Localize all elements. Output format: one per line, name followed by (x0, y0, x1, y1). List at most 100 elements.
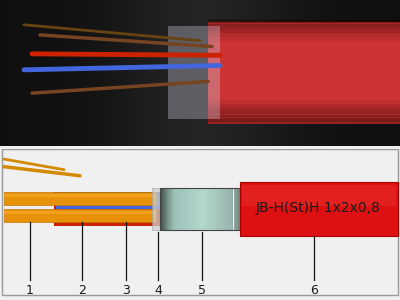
Text: 5: 5 (198, 284, 206, 297)
Bar (228, 188, 229, 230)
Bar (225, 188, 226, 230)
Bar (372, 0, 376, 146)
Bar (212, 0, 216, 146)
Bar (160, 0, 164, 146)
Bar (218, 188, 219, 230)
Bar (208, 119, 400, 122)
Bar (231, 188, 232, 230)
Bar (208, 110, 400, 113)
Bar (384, 0, 388, 146)
Bar (54, 199, 162, 201)
Bar (177, 188, 178, 230)
Bar (210, 188, 212, 230)
Bar (312, 0, 316, 146)
Bar (32, 0, 36, 146)
Bar (234, 188, 236, 230)
Bar (160, 188, 161, 230)
Bar (54, 211, 162, 212)
Bar (256, 0, 260, 146)
Bar (201, 188, 202, 230)
Bar (208, 38, 400, 40)
Bar (208, 36, 400, 39)
Bar (208, 115, 400, 117)
Bar (172, 188, 173, 230)
Bar (192, 0, 196, 146)
Bar (241, 188, 242, 230)
Bar (243, 188, 244, 230)
Bar (368, 0, 372, 146)
Bar (364, 0, 368, 146)
Bar (116, 0, 120, 146)
Bar (208, 30, 400, 33)
Bar (208, 39, 400, 42)
Bar (76, 0, 80, 146)
Bar (208, 188, 209, 230)
Bar (176, 188, 177, 230)
Text: 1: 1 (26, 284, 34, 297)
Bar (300, 0, 304, 146)
Bar (208, 113, 400, 116)
Bar (340, 0, 344, 146)
Bar (260, 0, 264, 146)
Bar (328, 0, 332, 146)
Bar (148, 0, 152, 146)
Bar (240, 188, 241, 230)
Bar (208, 41, 400, 44)
Bar (156, 0, 160, 146)
Bar (164, 188, 165, 230)
Bar (324, 0, 328, 146)
Bar (209, 188, 210, 230)
Bar (166, 188, 167, 230)
Bar (60, 0, 64, 146)
Bar (100, 0, 104, 146)
Bar (320, 0, 324, 146)
Bar (54, 222, 162, 224)
Bar (242, 185, 396, 206)
Bar (216, 188, 217, 230)
Bar (208, 19, 400, 22)
Bar (208, 118, 400, 121)
Bar (162, 188, 163, 230)
Bar (208, 32, 400, 34)
Bar (54, 197, 162, 199)
Bar (280, 0, 284, 146)
Bar (208, 103, 400, 106)
Bar (165, 188, 166, 230)
Bar (192, 188, 194, 230)
Bar (168, 26, 220, 119)
Bar (268, 0, 272, 146)
Bar (392, 0, 396, 146)
Bar (175, 188, 176, 230)
Bar (217, 188, 218, 230)
Bar (208, 24, 400, 26)
Bar (132, 0, 136, 146)
Bar (206, 188, 207, 230)
Bar (184, 0, 188, 146)
Bar (174, 188, 175, 230)
Bar (240, 0, 244, 146)
Bar (4, 192, 156, 205)
Bar (54, 194, 162, 196)
Bar (88, 0, 92, 146)
Bar (229, 188, 230, 230)
Bar (396, 0, 400, 146)
Bar (172, 0, 176, 146)
Bar (199, 188, 200, 230)
Bar (8, 0, 12, 146)
Bar (237, 188, 238, 230)
Text: 3: 3 (122, 284, 130, 297)
Bar (227, 188, 228, 230)
Bar (208, 111, 400, 114)
Bar (208, 100, 400, 103)
Bar (356, 0, 360, 146)
Bar (196, 188, 197, 230)
Bar (288, 0, 292, 146)
Bar (16, 0, 20, 146)
Bar (236, 0, 240, 146)
Bar (84, 0, 88, 146)
Bar (203, 188, 204, 230)
Bar (54, 204, 162, 206)
Bar (28, 0, 32, 146)
Bar (224, 0, 228, 146)
Bar (239, 188, 240, 230)
